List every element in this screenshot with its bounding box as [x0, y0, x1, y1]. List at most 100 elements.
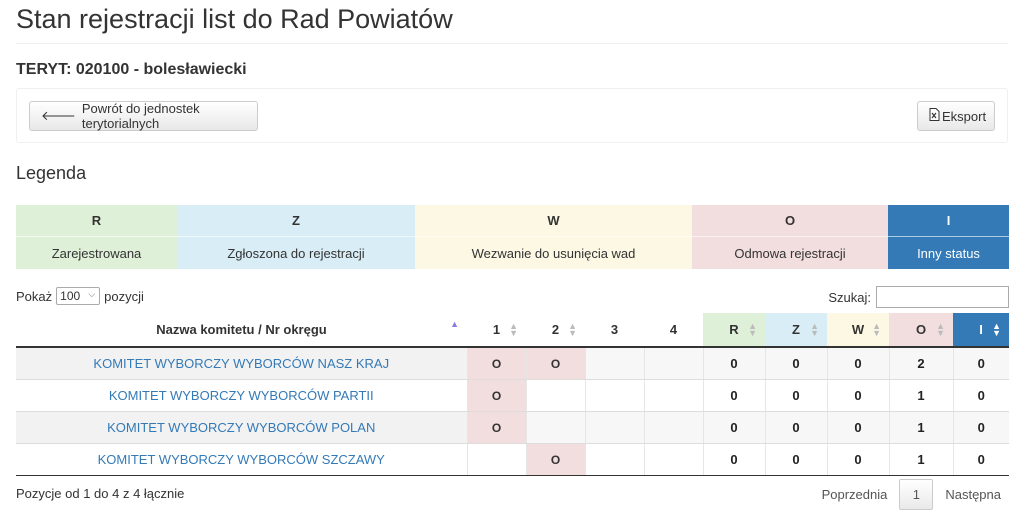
legend-item-i: I Inny status	[888, 205, 1009, 269]
legend-code: W	[415, 205, 692, 237]
header-name[interactable]: Nazwa komitetu / Nr okręgu ▲	[16, 313, 467, 348]
header-label: 4	[669, 322, 678, 337]
table-row: KOMITET WYBORCZY WYBORCÓW POLAN O 0 0 0 1 0	[16, 411, 1009, 444]
header-district-4[interactable]: 4	[644, 313, 703, 348]
status-mark: O	[550, 356, 561, 371]
count-i-cell: 0	[952, 443, 1009, 476]
district-2-status-cell: O	[525, 443, 585, 476]
chevron-down-icon: ⌵	[88, 289, 96, 299]
district-3-status-cell	[584, 347, 644, 380]
current-page-button[interactable]: 1	[899, 479, 934, 510]
legend-code: O	[692, 205, 888, 237]
district-4-status-cell	[643, 347, 703, 380]
committee-cell: KOMITET WYBORCZY WYBORCÓW SZCZAWY	[16, 443, 467, 476]
district-3-status-cell	[584, 379, 644, 412]
district-1-status-cell	[466, 443, 526, 476]
next-page-button[interactable]: Następna	[945, 487, 1001, 502]
header-label: R	[729, 322, 739, 337]
count-z-cell: 0	[764, 411, 827, 444]
legend-label: Zarejestrowana	[51, 245, 142, 261]
header-label: Z	[792, 322, 800, 337]
legend-item-z: Z Zgłoszona do rejestracji	[177, 205, 415, 269]
page-length-suffix: pozycji	[104, 288, 144, 304]
committee-link[interactable]: KOMITET WYBORCZY WYBORCÓW SZCZAWY	[97, 451, 385, 467]
count-r-cell: 0	[702, 379, 765, 412]
header-r[interactable]: R ▲ ▼	[703, 313, 765, 348]
district-1-status-cell: O	[466, 347, 526, 380]
count-i-cell: 0	[952, 411, 1009, 444]
header-w[interactable]: W ▲ ▼	[827, 313, 889, 348]
status-mark: O	[491, 420, 502, 435]
export-button[interactable]: Eksport	[917, 101, 995, 131]
committee-cell: KOMITET WYBORCZY WYBORCÓW POLAN	[16, 411, 467, 444]
count-i-cell: 0	[952, 347, 1009, 380]
previous-page-button[interactable]: Poprzednia	[821, 487, 888, 502]
district-4-status-cell	[643, 443, 703, 476]
header-label: W	[851, 322, 865, 337]
legend-label: Odmowa rejestracji	[734, 245, 846, 261]
district-4-status-cell	[643, 379, 703, 412]
committee-link[interactable]: KOMITET WYBORCZY WYBORCÓW NASZ KRAJ	[93, 355, 390, 371]
status-mark: O	[491, 388, 502, 403]
count-z-cell: 0	[764, 379, 827, 412]
legend-item-w: W Wezwanie do usunięcia wad	[415, 205, 692, 269]
count-z-cell: 0	[764, 347, 827, 380]
table-row: KOMITET WYBORCZY WYBORCÓW SZCZAWY O 0 0 0 1 0	[16, 443, 1009, 476]
count-w-cell: 0	[826, 443, 889, 476]
count-r-cell: 0	[702, 411, 765, 444]
header-o[interactable]: O ▲ ▼	[889, 313, 953, 348]
count-r-cell: 0	[702, 443, 765, 476]
sort-icon: ▲ ▼	[936, 321, 945, 338]
table-info: Pozycje od 1 do 4 z 4 łącznie	[16, 486, 185, 501]
count-w-cell: 0	[826, 411, 889, 444]
header-i[interactable]: I ▲ ▼	[953, 313, 1009, 348]
search-control: Szukaj:	[828, 286, 1009, 308]
sort-icon: ▲ ▼	[810, 321, 819, 338]
header-z[interactable]: Z ▲ ▼	[765, 313, 827, 348]
sort-icon: ▲ ▼	[872, 321, 881, 338]
table-row: KOMITET WYBORCZY WYBORCÓW NASZ KRAJ O O 0 0 0…	[16, 347, 1009, 380]
count-i-cell: 0	[952, 379, 1009, 412]
committees-table: Nazwa komitetu / Nr okręgu ▲ 1 ▲ ▼ 2 ▲ ▼ 3 4 R ▲ ▼ Z ▲…	[16, 313, 1009, 476]
back-button[interactable]: 🡐 Powrót do jednostek terytorialnych	[29, 101, 258, 131]
header-label: 3	[610, 322, 619, 337]
search-input[interactable]	[876, 286, 1009, 308]
sort-icon: ▲ ▼	[509, 321, 518, 338]
header-label: 1	[492, 322, 501, 337]
export-button-label: Eksport	[942, 108, 987, 124]
count-o-cell: 1	[888, 411, 953, 444]
header-label: Nazwa komitetu / Nr okręgu	[156, 322, 327, 337]
header-label: 2	[551, 322, 560, 337]
committee-link[interactable]: KOMITET WYBORCZY WYBORCÓW PARTII	[108, 387, 374, 403]
district-1-status-cell: O	[466, 411, 526, 444]
legend-label: Zgłoszona do rejestracji	[227, 245, 365, 261]
district-4-status-cell	[643, 411, 703, 444]
sort-icon: ▲ ▼	[992, 321, 1001, 338]
header-district-2[interactable]: 2 ▲ ▼	[526, 313, 585, 348]
legend-title: Legenda	[16, 163, 87, 183]
toolbar: 🡐 Powrót do jednostek terytorialnych Eks…	[16, 88, 1008, 143]
page-length-prefix: Pokaż	[16, 288, 53, 304]
page-length-select[interactable]: 100 ⌵	[56, 287, 101, 305]
header-label: O	[915, 322, 927, 337]
district-2-status-cell	[525, 411, 585, 444]
header-label: I	[979, 322, 983, 337]
header-district-1[interactable]: 1 ▲ ▼	[467, 313, 526, 348]
legend-item-o: O Odmowa rejestracji	[692, 205, 888, 269]
legend-code: I	[888, 205, 1009, 237]
sort-icon: ▲ ▼	[748, 321, 757, 338]
legend-code: R	[16, 205, 177, 237]
table-row: KOMITET WYBORCZY WYBORCÓW PARTII O 0 0 0 1 0	[16, 379, 1009, 412]
back-button-label: Powrót do jednostek terytorialnych	[81, 101, 200, 131]
status-mark: O	[491, 356, 502, 371]
header-district-3[interactable]: 3	[585, 313, 644, 348]
table-header-row: Nazwa komitetu / Nr okręgu ▲ 1 ▲ ▼ 2 ▲ ▼ 3 4 R ▲ ▼ Z ▲…	[16, 313, 1009, 348]
sort-icon: ▲ ▼	[568, 321, 577, 338]
count-w-cell: 0	[826, 347, 889, 380]
teryt-heading: TERYT: 020100 - bolesławiecki	[16, 61, 247, 78]
count-o-cell: 1	[888, 443, 953, 476]
district-3-status-cell	[584, 443, 644, 476]
committee-cell: KOMITET WYBORCZY WYBORCÓW NASZ KRAJ	[16, 347, 467, 380]
legend: R Zarejestrowana Z Zgłoszona do rejestracji…	[16, 205, 1009, 269]
committee-link[interactable]: KOMITET WYBORCZY WYBORCÓW POLAN	[107, 419, 376, 435]
